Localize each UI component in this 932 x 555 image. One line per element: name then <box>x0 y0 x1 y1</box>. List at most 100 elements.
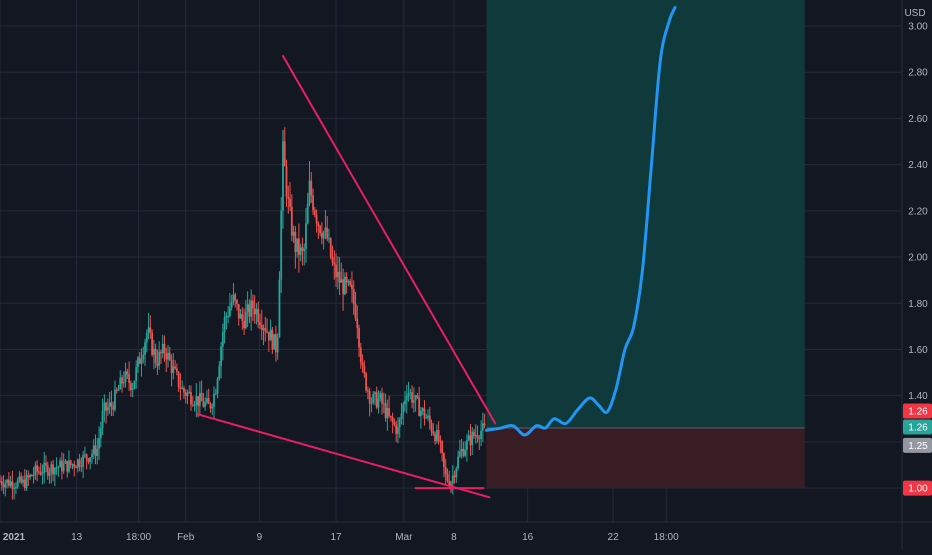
candle-body <box>356 318 359 328</box>
candle-body <box>144 342 146 355</box>
drawn-trendlines[interactable] <box>196 55 497 499</box>
price-label-entry-bg <box>903 437 932 453</box>
x-tick-label: 9 <box>257 532 263 543</box>
loss-zone[interactable] <box>486 428 805 489</box>
candle-body <box>336 271 339 278</box>
projection-path-layer[interactable] <box>484 6 677 437</box>
candle-body <box>467 435 470 441</box>
candle-body <box>441 441 444 454</box>
candle-body <box>206 398 208 403</box>
price-scale-labels: 1.26 1.26 1.25 1.00 <box>903 403 932 496</box>
candle-body <box>234 294 237 301</box>
candle-body <box>451 475 454 484</box>
candle-body <box>460 449 463 452</box>
profit-zone[interactable] <box>486 0 805 429</box>
candle-body <box>363 365 366 374</box>
candle-body <box>244 312 247 329</box>
candle-body <box>425 417 428 419</box>
candle-body <box>13 487 16 489</box>
candle-body <box>427 415 429 418</box>
candle-body <box>133 380 136 389</box>
candle-body <box>29 474 31 478</box>
falling-wedge-upper[interactable] <box>281 55 497 425</box>
candle-body <box>138 357 141 364</box>
candle-body <box>227 315 230 317</box>
candle-body <box>397 427 399 434</box>
candle-body <box>474 435 477 437</box>
candle-body <box>328 238 330 240</box>
candle-body <box>402 404 405 414</box>
candle-body <box>275 334 277 353</box>
candle-body <box>237 304 240 319</box>
candle-body <box>121 377 123 384</box>
candle-body <box>41 473 44 475</box>
candle-body <box>75 467 77 469</box>
candle-body <box>183 387 185 393</box>
candle-body <box>345 276 348 283</box>
candle-body <box>82 454 85 467</box>
candle-body <box>347 281 350 283</box>
candle-body <box>313 210 316 215</box>
candle-body <box>409 392 412 394</box>
candle-body <box>167 352 169 360</box>
candle-body <box>448 480 451 486</box>
candle-body <box>126 371 129 375</box>
candle-body <box>393 422 396 425</box>
candle-body <box>257 308 260 323</box>
candle-body <box>389 415 392 417</box>
candle-body <box>161 343 164 354</box>
candle-body <box>455 468 458 478</box>
candle-body <box>269 329 272 341</box>
long-position-zones[interactable] <box>486 0 805 489</box>
candle-body <box>289 198 291 207</box>
candle-body <box>55 467 58 469</box>
candle-body <box>89 457 92 463</box>
projection-path[interactable] <box>484 6 677 437</box>
candle-body <box>317 223 320 227</box>
candle-body <box>365 373 368 391</box>
candle-body <box>368 390 371 404</box>
candle-body <box>142 354 145 360</box>
candle-body <box>320 233 323 239</box>
price-label-stop-bg <box>903 480 932 496</box>
candle-body <box>99 428 102 439</box>
candle-body <box>163 343 166 354</box>
candle-body <box>69 460 72 466</box>
candle-body <box>174 366 176 369</box>
candle-body <box>243 320 245 329</box>
candle-body <box>0 481 1 483</box>
candle-body <box>260 325 263 331</box>
candle-body <box>135 367 138 381</box>
candle-body <box>190 392 192 405</box>
candle-body <box>326 227 329 239</box>
candle-body <box>57 467 60 469</box>
candle-body <box>61 460 63 472</box>
candle-body <box>437 430 440 442</box>
candle-body <box>23 479 26 489</box>
candle-body <box>36 465 39 472</box>
candle-body <box>375 392 378 408</box>
candle-body <box>407 393 410 396</box>
candle-body <box>297 238 300 256</box>
candle-body <box>25 475 28 489</box>
candle-body <box>267 331 270 341</box>
candle-body <box>335 264 337 278</box>
candle-body <box>207 398 210 404</box>
x-tick-label: 2021 <box>3 532 26 543</box>
candle-body <box>103 402 106 411</box>
candle-body <box>211 406 214 409</box>
candle-body <box>434 434 436 442</box>
candle-body <box>175 368 178 372</box>
candle-body <box>439 441 442 443</box>
candle-body <box>404 400 406 405</box>
falling-wedge-lower[interactable] <box>196 413 491 499</box>
x-tick-label: 16 <box>522 532 534 543</box>
candle-body <box>469 435 472 446</box>
candle-body <box>7 479 10 486</box>
candle-body <box>430 422 433 432</box>
candle-body <box>87 458 90 463</box>
currency-label: USD <box>904 8 925 19</box>
candle-body <box>43 462 46 474</box>
